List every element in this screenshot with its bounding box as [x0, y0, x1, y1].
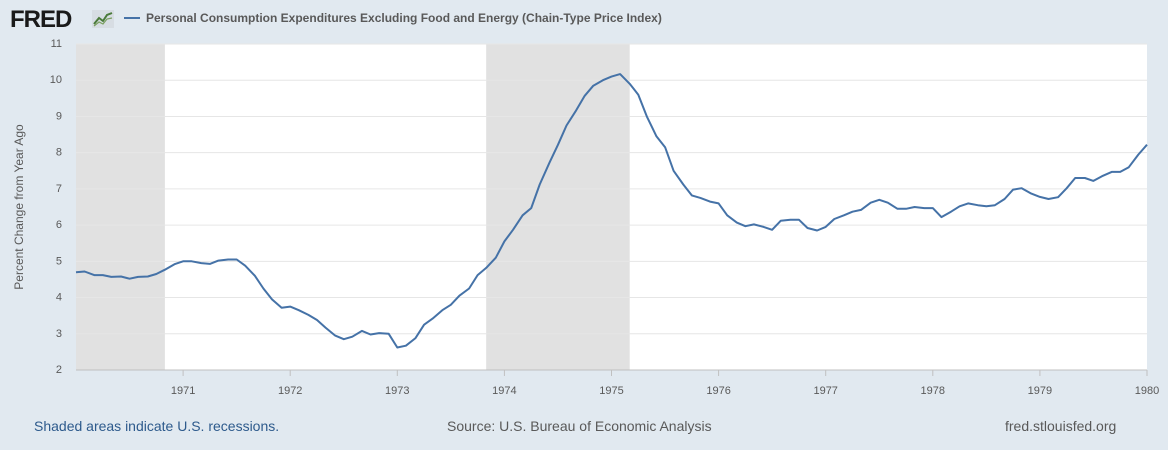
- y-tick-label: 11: [51, 38, 62, 50]
- y-tick-label: 6: [56, 219, 62, 231]
- x-tick-label: 1975: [599, 385, 623, 397]
- y-tick-label: 8: [56, 147, 62, 159]
- y-tick-label: 2: [56, 364, 62, 376]
- y-tick-label: 9: [56, 110, 62, 122]
- recession-note-link[interactable]: Shaded areas indicate U.S. recessions.: [34, 418, 280, 434]
- chart-legend: Personal Consumption Expenditures Exclud…: [124, 11, 662, 25]
- y-axis-label: Percent Change from Year Ago: [12, 124, 26, 290]
- x-tick-label: 1973: [385, 385, 409, 397]
- y-tick-label: 4: [56, 292, 62, 304]
- x-tick-label: 1976: [706, 385, 730, 397]
- fred-logo[interactable]: FRED: [10, 6, 72, 33]
- x-tick-label: 1974: [492, 385, 516, 397]
- source-credit: Source: U.S. Bureau of Economic Analysis: [447, 418, 712, 434]
- series-line-0[interactable]: [75, 73, 1148, 349]
- x-tick-label: 1977: [813, 385, 837, 397]
- x-tick-label: 1971: [171, 385, 195, 397]
- y-tick-label: 7: [56, 183, 62, 195]
- legend-label: Personal Consumption Expenditures Exclud…: [146, 11, 662, 25]
- line-chart-icon: [92, 10, 114, 28]
- x-tick-label: 1980: [1135, 385, 1159, 397]
- y-tick-label: 3: [56, 328, 62, 340]
- legend-swatch: [124, 17, 140, 19]
- recession-band-1: [486, 44, 630, 370]
- y-tick-label: 10: [50, 74, 62, 86]
- header: FRED Personal Consumption Expenditures E…: [0, 0, 1168, 40]
- recession-band-0: [76, 44, 165, 370]
- line-chart[interactable]: 2 3 4 5 6 7 8 9 10 11 1971 1972 1973 1974 1975 1976 1977…: [0, 30, 1168, 410]
- y-tick-label: 5: [56, 255, 62, 267]
- site-url: fred.stlouisfed.org: [1005, 418, 1117, 434]
- x-tick-label: 1972: [278, 385, 302, 397]
- x-tick-label: 1978: [921, 385, 945, 397]
- x-tick-label: 1979: [1028, 385, 1052, 397]
